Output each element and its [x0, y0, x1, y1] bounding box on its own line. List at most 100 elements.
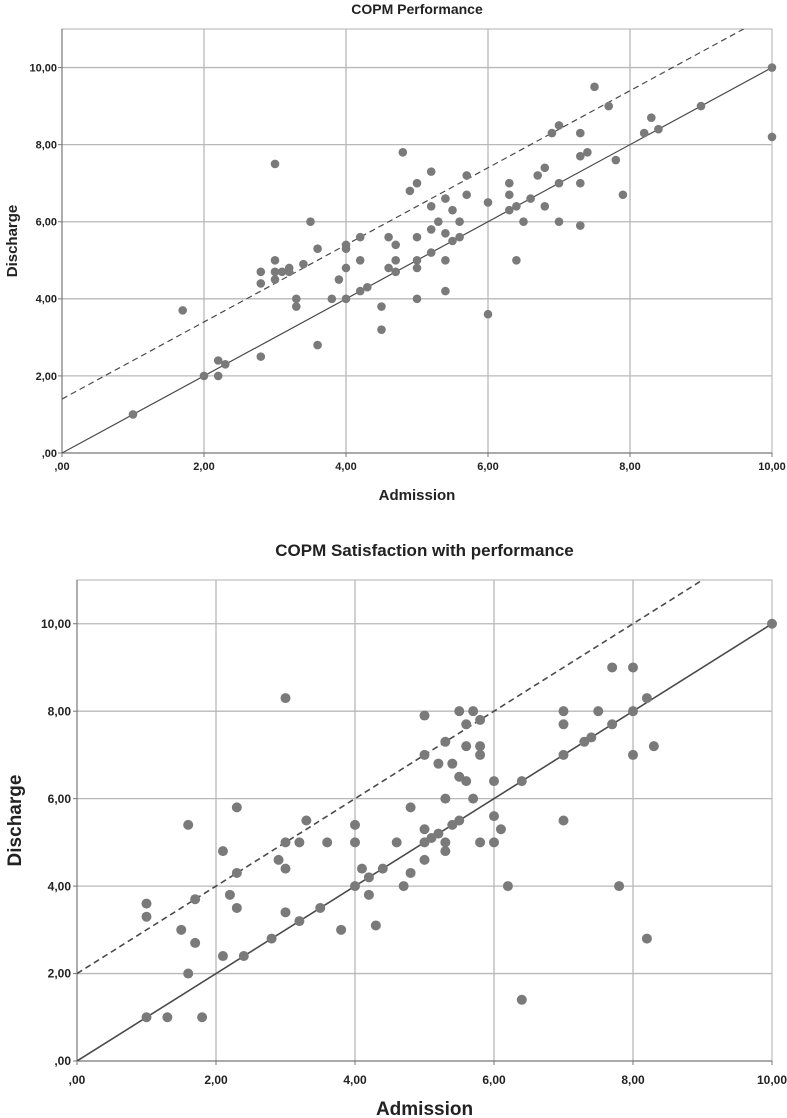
- data-point: [554, 121, 564, 130]
- data-point: [433, 828, 444, 839]
- y-tick-label: ,00: [54, 1054, 71, 1068]
- data-point: [266, 933, 277, 944]
- data-point: [292, 302, 301, 311]
- data-point: [178, 306, 187, 315]
- data-point: [426, 225, 436, 234]
- data-point: [441, 228, 450, 238]
- data-point: [519, 217, 528, 227]
- x-tick-label: 4,00: [343, 1073, 367, 1087]
- data-point: [641, 693, 652, 704]
- data-point: [558, 706, 569, 717]
- x-axis-label: Admission: [376, 1099, 473, 1118]
- data-point: [540, 202, 550, 211]
- data-point: [419, 854, 430, 865]
- data-point: [512, 202, 521, 211]
- data-point: [441, 255, 450, 265]
- data-point: [398, 148, 408, 157]
- data-point: [256, 267, 266, 277]
- data-point: [231, 902, 242, 913]
- chart-title: COPM Performance: [351, 1, 483, 17]
- data-point: [483, 198, 493, 207]
- data-point: [441, 286, 450, 296]
- data-point: [419, 749, 430, 760]
- data-point: [315, 902, 326, 913]
- data-point: [277, 267, 287, 277]
- data-point: [292, 294, 301, 304]
- data-point: [377, 302, 386, 311]
- data-point: [607, 719, 618, 730]
- data-point: [468, 793, 479, 804]
- data-point: [280, 863, 291, 874]
- data-point: [363, 889, 374, 900]
- data-point: [334, 275, 344, 284]
- data-point: [419, 824, 430, 835]
- y-tick-label: 4,00: [36, 294, 57, 306]
- data-point: [576, 221, 585, 230]
- data-point: [533, 171, 542, 180]
- data-point: [398, 881, 409, 892]
- data-point: [505, 178, 514, 188]
- data-point: [434, 217, 443, 227]
- data-point: [441, 194, 450, 203]
- data-point: [355, 255, 365, 265]
- x-tick-label: ,00: [54, 461, 69, 473]
- data-point: [641, 933, 652, 944]
- y-tick-label: 4,00: [48, 879, 72, 893]
- data-point: [516, 776, 527, 787]
- data-point: [341, 294, 351, 304]
- data-point: [273, 854, 284, 865]
- data-point: [190, 937, 201, 948]
- data-point: [628, 662, 638, 673]
- y-tick-label: 8,00: [48, 704, 72, 718]
- data-point: [284, 263, 294, 273]
- data-point: [647, 113, 656, 122]
- data-point: [270, 267, 280, 277]
- y-tick-label: 10,00: [29, 62, 57, 74]
- data-point: [405, 867, 416, 878]
- data-point: [270, 255, 280, 265]
- data-point: [505, 205, 514, 215]
- data-point: [611, 155, 621, 165]
- y-tick-label: ,00: [42, 448, 57, 460]
- data-point: [217, 951, 228, 962]
- x-tick-label: 8,00: [621, 1073, 645, 1087]
- data-point: [176, 924, 187, 935]
- data-point: [475, 837, 486, 848]
- data-point: [447, 758, 458, 769]
- data-point: [183, 968, 194, 979]
- data-point: [221, 360, 230, 369]
- data-point: [489, 811, 499, 822]
- data-point: [294, 916, 305, 927]
- data-point: [128, 410, 138, 419]
- data-point: [197, 1012, 208, 1023]
- x-tick-label: 10,00: [758, 461, 786, 473]
- data-point: [440, 793, 451, 804]
- y-tick-label: 8,00: [36, 139, 57, 151]
- data-point: [270, 275, 280, 284]
- data-point: [461, 776, 472, 787]
- data-point: [405, 802, 416, 813]
- data-point: [377, 325, 386, 334]
- data-point: [280, 907, 291, 918]
- data-point: [604, 101, 613, 111]
- data-point: [256, 352, 266, 361]
- data-point: [213, 356, 223, 365]
- x-tick-label: 2,00: [204, 1073, 228, 1087]
- data-point: [454, 706, 465, 717]
- data-point: [462, 190, 472, 200]
- data-point: [213, 371, 223, 381]
- data-point: [648, 741, 659, 752]
- data-point: [448, 236, 457, 246]
- data-point: [576, 151, 585, 161]
- data-point: [540, 163, 550, 173]
- y-tick-label: 2,00: [48, 967, 72, 981]
- data-point: [767, 132, 777, 142]
- x-tick-label: 2,00: [193, 461, 214, 473]
- data-point: [454, 815, 465, 826]
- data-point: [475, 749, 486, 760]
- data-point: [294, 837, 305, 848]
- data-point: [313, 244, 322, 254]
- x-tick-label: 4,00: [335, 461, 356, 473]
- data-point: [448, 205, 457, 215]
